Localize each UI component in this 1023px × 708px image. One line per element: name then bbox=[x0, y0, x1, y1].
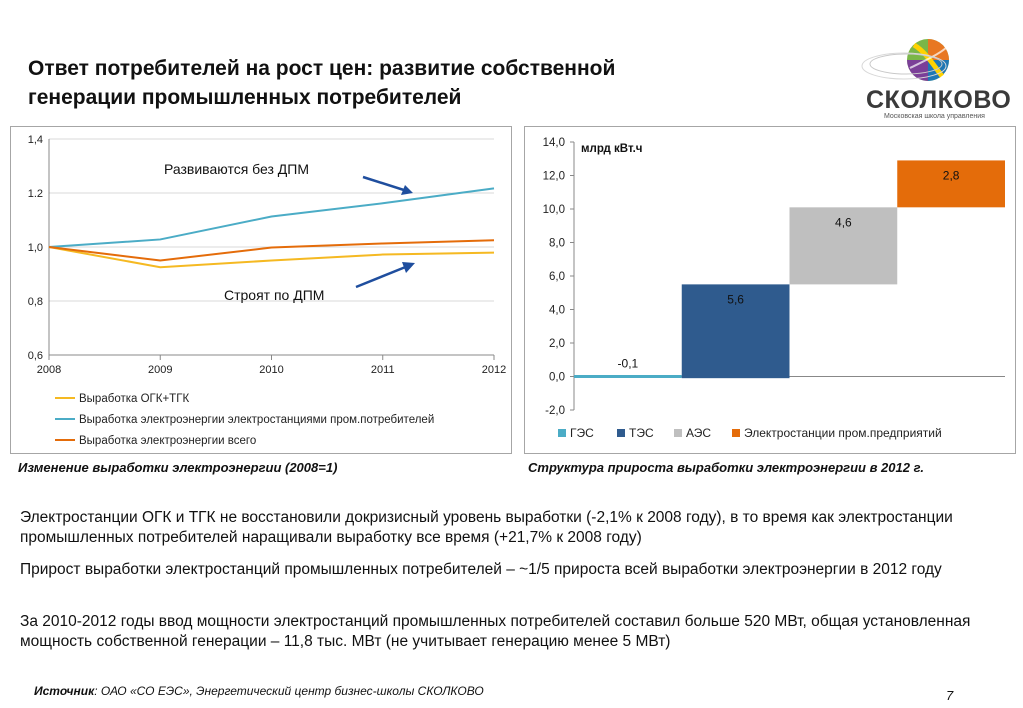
skolkovo-logo-icon bbox=[861, 39, 949, 81]
legend-swatch bbox=[732, 429, 740, 437]
legend-label: Выработка электроэнергии электростанциям… bbox=[79, 414, 434, 426]
title-line-2: генерации промышленных потребителей bbox=[28, 86, 462, 109]
series-line bbox=[48, 187, 495, 248]
y-tick-label: 10,0 bbox=[543, 204, 565, 216]
arrow-head-icon bbox=[401, 185, 413, 195]
logo-text: СКОЛКОВО bbox=[866, 86, 1012, 114]
series-line bbox=[48, 239, 495, 262]
y-tick-label: 0,6 bbox=[28, 350, 43, 362]
source-label: Источник bbox=[34, 684, 95, 698]
y-tick-label: -2,0 bbox=[545, 405, 565, 417]
y-tick-label: 14,0 bbox=[543, 137, 565, 149]
data-label: 4,6 bbox=[835, 215, 852, 229]
legend-swatch bbox=[558, 429, 566, 437]
annotation-arrow bbox=[355, 264, 409, 289]
y-tick-label: 1.2 bbox=[28, 188, 43, 200]
x-tick-label: 2010 bbox=[259, 364, 283, 376]
line-chart-panel: 0,6 0,8 1,0 1.2 1,4 2008 2009 2010 2011 2012 Разви… bbox=[10, 126, 512, 454]
x-tick-label: 2009 bbox=[148, 364, 172, 376]
legend-label: Выработка электроэнергии всего bbox=[79, 435, 256, 447]
x-tick-label: 2008 bbox=[37, 364, 61, 376]
data-label: -0,1 bbox=[618, 357, 639, 371]
source-note: Источник: ОАО «СО ЕЭС», Энергетический ц… bbox=[34, 684, 484, 698]
logo-subtitle: Московская школа управления bbox=[884, 113, 985, 120]
data-label: 5,6 bbox=[727, 292, 744, 306]
legend-label: АЭС bbox=[686, 426, 711, 440]
x-tick-label: 2012 bbox=[482, 364, 506, 376]
line-chart: 0,6 0,8 1,0 1.2 1,4 2008 2009 2010 2011 2012 Разви… bbox=[28, 134, 507, 447]
waterfall-bar bbox=[789, 207, 898, 285]
waterfall-chart: -2,0 0,0 2,0 4,0 6,0 8,0 10,0 12,0 14,0 млрд кВт.… bbox=[543, 137, 1005, 440]
y-tick-label: 2,0 bbox=[549, 338, 565, 350]
y-tick-label: 6,0 bbox=[549, 271, 565, 283]
caption-left: Изменение выработки электроэнергии (2008… bbox=[18, 460, 338, 475]
legend-swatch bbox=[617, 429, 625, 437]
legend-label: ГЭС bbox=[570, 426, 594, 440]
x-tick-label: 2011 bbox=[371, 364, 395, 376]
legend-swatch bbox=[674, 429, 682, 437]
y-tick-label: 8,0 bbox=[549, 238, 565, 250]
y-tick-label: 1,4 bbox=[28, 134, 43, 146]
waterfall-bar bbox=[574, 375, 682, 378]
waterfall-bar bbox=[681, 284, 790, 379]
y-tick-label: 1,0 bbox=[28, 242, 43, 254]
data-label: 2,8 bbox=[943, 168, 960, 182]
caption-right: Структура прироста выработки электроэнер… bbox=[528, 460, 924, 475]
unit-label: млрд кВт.ч bbox=[581, 143, 642, 155]
annotation-label: Развиваются без ДПМ bbox=[164, 161, 309, 177]
paragraph-3: За 2010-2012 годы ввод мощности электрос… bbox=[20, 613, 971, 650]
page-title: Ответ потребителей на рост цен: развитие… bbox=[28, 54, 828, 112]
source-text: : ОАО «СО ЕЭС», Энергетический центр биз… bbox=[94, 684, 484, 698]
series-line bbox=[48, 246, 495, 269]
waterfall-chart-panel: -2,0 0,0 2,0 4,0 6,0 8,0 10,0 12,0 14,0 млрд кВт.… bbox=[524, 126, 1016, 454]
y-tick-label: 12,0 bbox=[543, 171, 565, 183]
legend-label: Электростанции пром.предприятий bbox=[744, 426, 942, 440]
y-tick-label: 0,0 bbox=[549, 372, 565, 384]
paragraph-2: Прирост выработки электростанций промышл… bbox=[20, 561, 942, 578]
annotation-arrow bbox=[362, 175, 408, 193]
annotation-label: Строят по ДПМ bbox=[224, 287, 324, 303]
y-tick-label: 4,0 bbox=[549, 305, 565, 317]
legend-label: Выработка ОГК+ТГК bbox=[79, 393, 189, 405]
y-tick-label: 0,8 bbox=[28, 296, 43, 308]
arrow-head-icon bbox=[402, 262, 415, 273]
page-number: 7 bbox=[946, 688, 954, 703]
title-line-1: Ответ потребителей на рост цен: развитие… bbox=[28, 57, 616, 80]
waterfall-bar bbox=[897, 160, 1005, 208]
legend-label: ТЭС bbox=[629, 426, 654, 440]
paragraph-1: Электростанции ОГК и ТГК не восстановили… bbox=[20, 509, 953, 546]
